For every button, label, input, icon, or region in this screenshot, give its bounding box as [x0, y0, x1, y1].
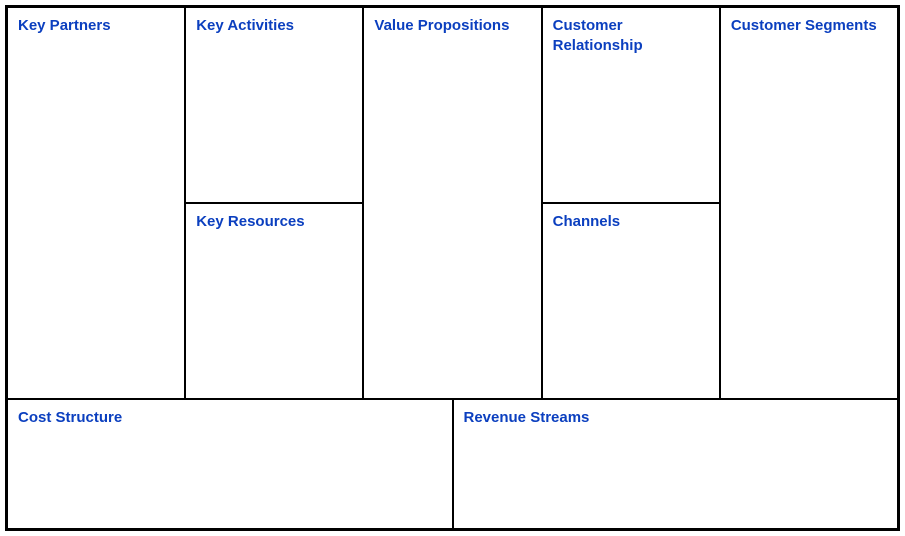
label-revenue-streams: Revenue Streams [464, 408, 888, 428]
cell-value-propositions: Value Propositions [364, 8, 540, 398]
col-value-propositions: Value Propositions [364, 8, 542, 398]
label-value-propositions: Value Propositions [374, 16, 530, 36]
label-cost-structure: Cost Structure [18, 408, 442, 428]
label-customer-segments: Customer Segments [731, 16, 887, 36]
col-relationship-channels: Customer Relationship Channels [543, 8, 721, 398]
cell-cost-structure: Cost Structure [8, 398, 454, 528]
label-key-resources: Key Resources [196, 212, 352, 232]
label-key-activities: Key Activities [196, 16, 352, 36]
col-key-partners: Key Partners [8, 8, 186, 398]
cell-customer-segments: Customer Segments [721, 8, 897, 398]
business-model-canvas: Key Partners Key Activities Key Resource… [5, 5, 900, 531]
cell-key-partners: Key Partners [8, 8, 184, 398]
canvas-bottom-row: Cost Structure Revenue Streams [8, 398, 897, 528]
canvas-top-row: Key Partners Key Activities Key Resource… [8, 8, 897, 398]
cell-key-resources: Key Resources [186, 204, 362, 398]
label-channels: Channels [553, 212, 709, 232]
col-activities-resources: Key Activities Key Resources [186, 8, 364, 398]
label-customer-relationship: Customer Relationship [553, 16, 709, 55]
label-key-partners: Key Partners [18, 16, 174, 36]
cell-key-activities: Key Activities [186, 8, 362, 204]
cell-revenue-streams: Revenue Streams [454, 398, 898, 528]
cell-customer-relationship: Customer Relationship [543, 8, 719, 204]
col-customer-segments: Customer Segments [721, 8, 897, 398]
cell-channels: Channels [543, 204, 719, 398]
